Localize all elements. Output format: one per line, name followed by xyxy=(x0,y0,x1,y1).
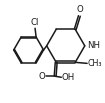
Text: O: O xyxy=(39,72,45,81)
Text: O: O xyxy=(77,5,83,14)
Text: OH: OH xyxy=(62,73,75,82)
Text: NH: NH xyxy=(87,41,100,50)
Text: CH₃: CH₃ xyxy=(88,59,102,68)
Text: Cl: Cl xyxy=(31,18,39,27)
